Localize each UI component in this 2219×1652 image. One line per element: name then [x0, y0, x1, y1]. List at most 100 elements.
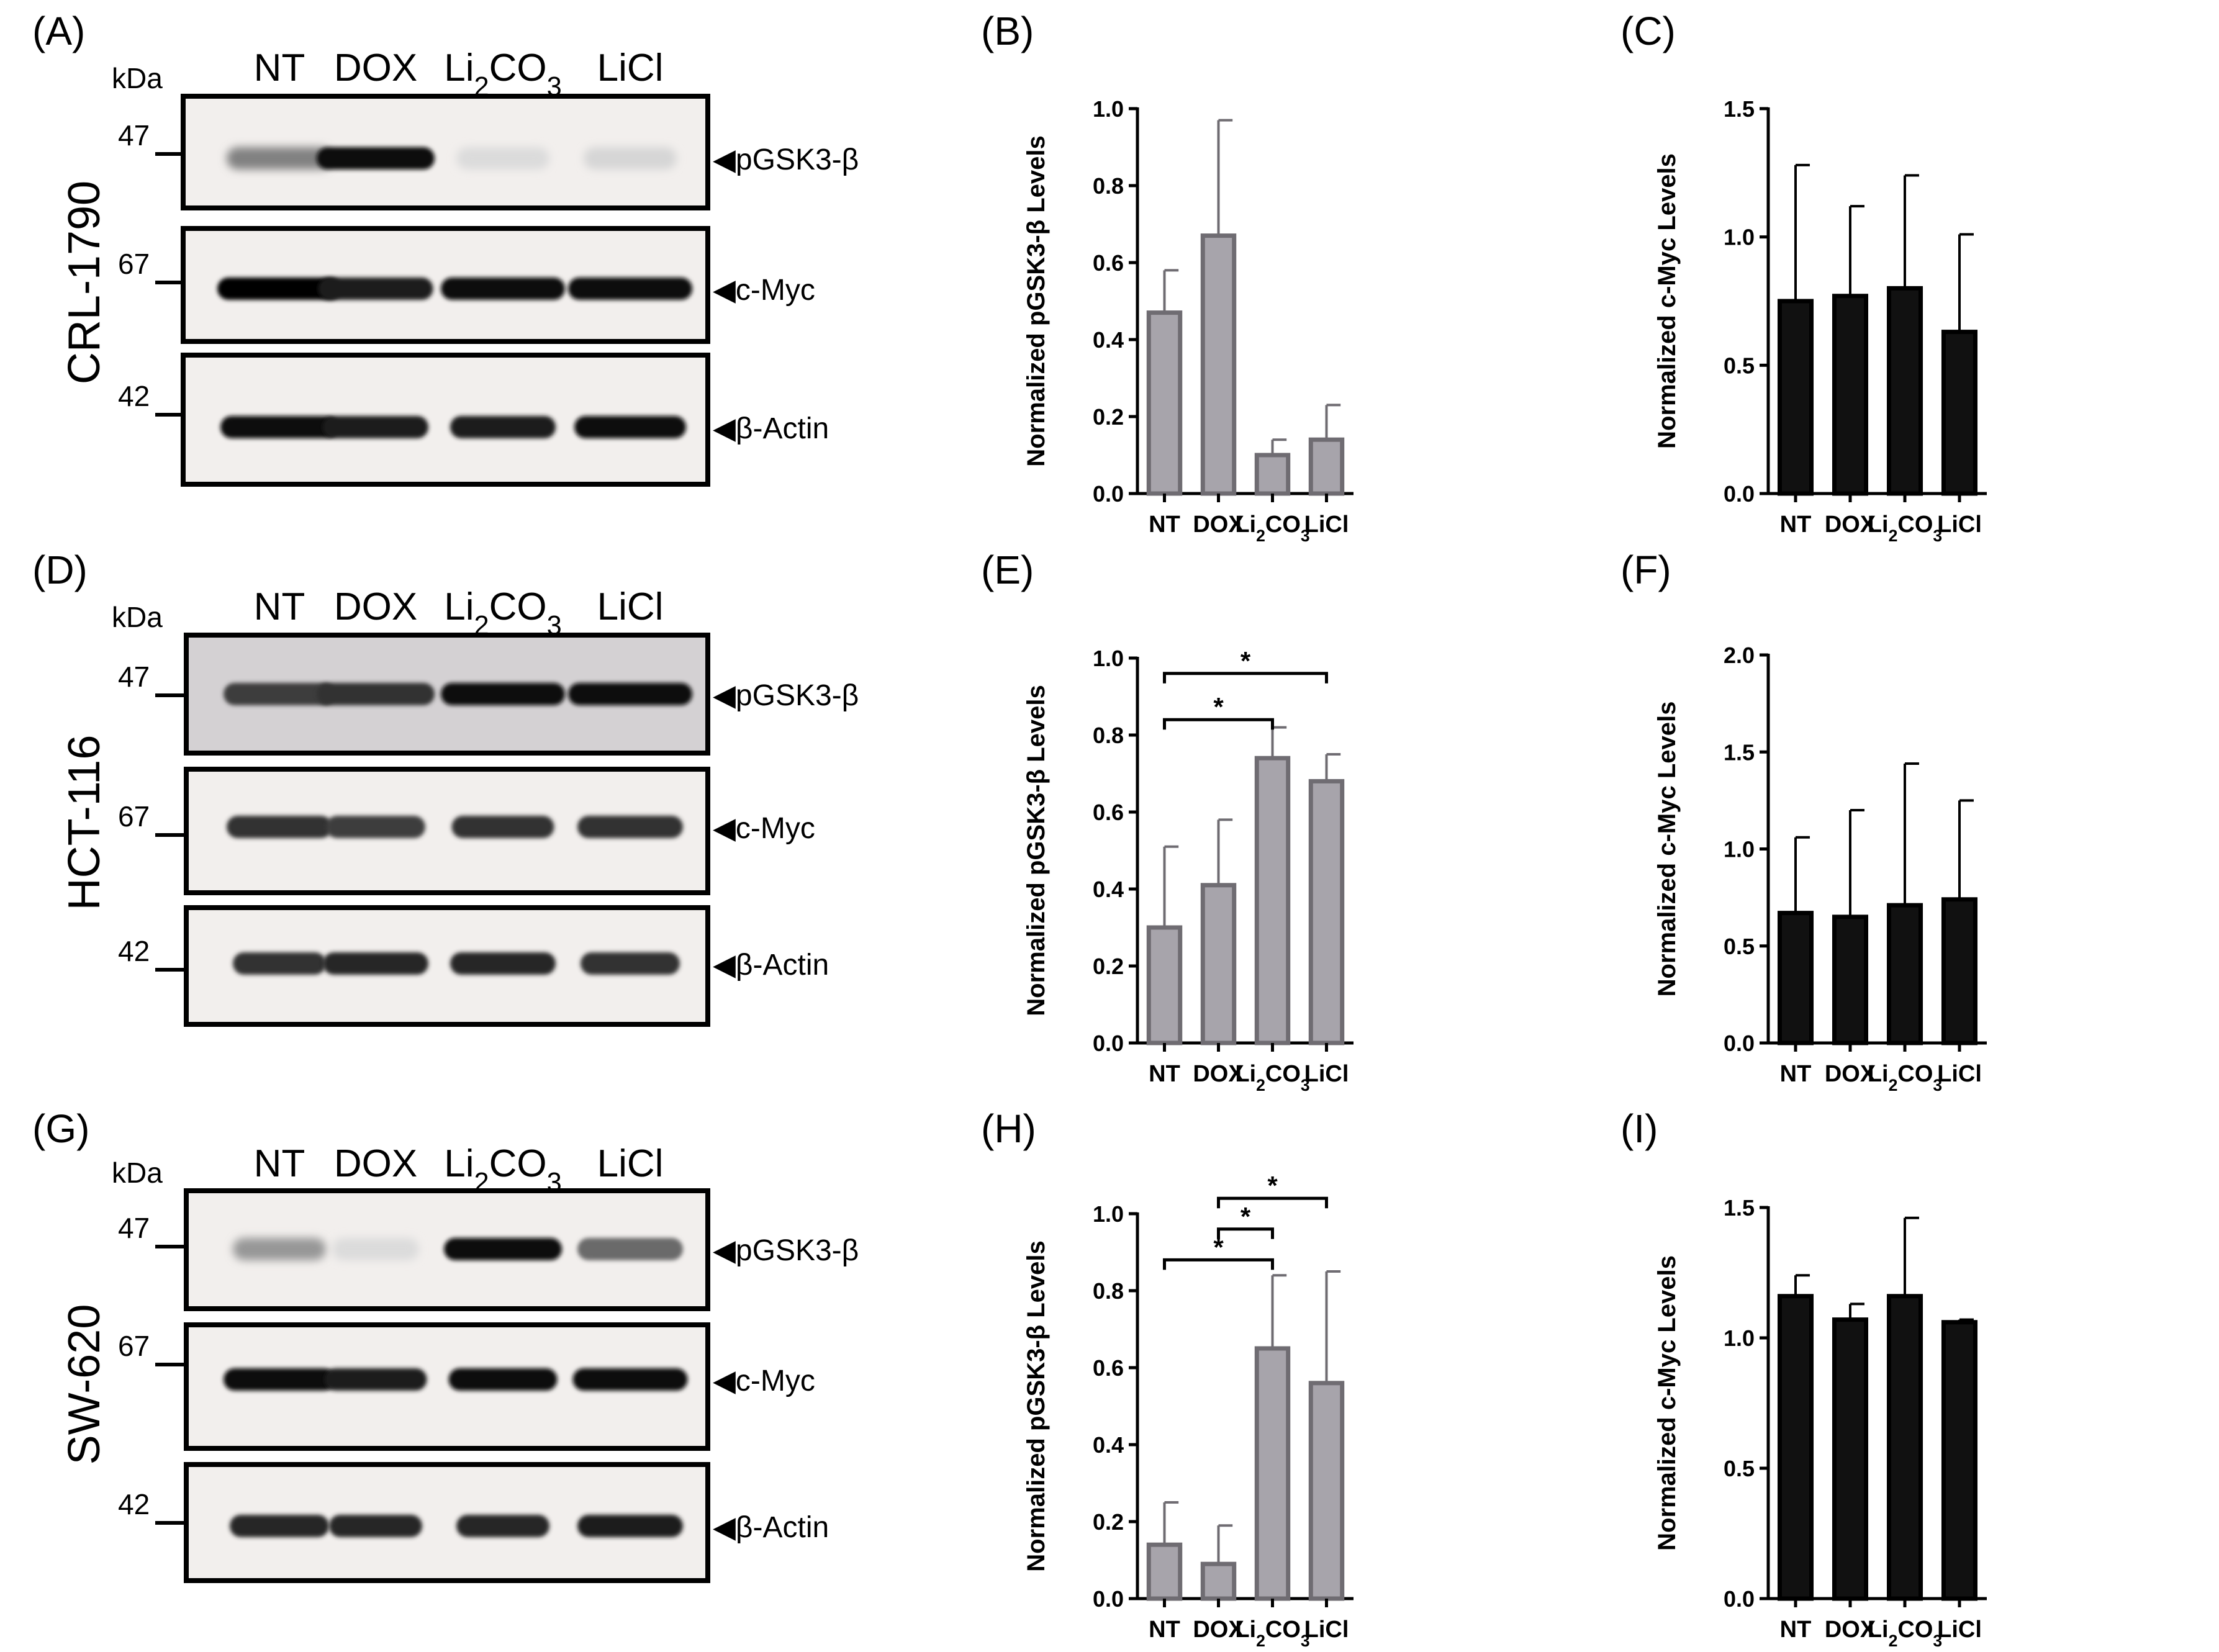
x-tick-label: Li2CO3 [1235, 512, 1309, 545]
y-tick-label: 1.5 [1724, 739, 1755, 765]
blot-band [448, 1368, 558, 1391]
y-tick-label: 0.8 [1093, 173, 1124, 199]
lane-label: Li2CO3 [444, 1142, 562, 1198]
y-tick-label: 0.8 [1093, 1278, 1124, 1304]
x-tick-label: DOX [1193, 512, 1244, 538]
panel-label: (G) [32, 1106, 89, 1151]
bar [1777, 911, 1814, 1045]
band-label: ◀β-Actin [713, 412, 829, 445]
x-tick-label: NT [1780, 1617, 1812, 1643]
chart-panel-b: (B) 0.0 0.2 0.4 0.6 0.8 1.0 Normalized pGSK3-β … [981, 9, 1354, 545]
x-tick-label: Li2CO3 [1868, 1617, 1942, 1650]
x-tick-label: Li2CO3 [1235, 1061, 1309, 1095]
y-tick-label: 2.0 [1724, 643, 1755, 668]
blot-band [581, 952, 680, 975]
blot-band [224, 1368, 335, 1391]
lane-label: NT [254, 585, 305, 628]
y-tick-label: 0.0 [1724, 481, 1755, 507]
x-tick-label: Li2CO3 [1235, 1617, 1309, 1650]
cell-line-label: SW-620 [60, 1304, 109, 1465]
band-label: ◀c-Myc [713, 274, 815, 307]
blot-band [317, 147, 435, 169]
y-tick-label: 1.0 [1724, 837, 1755, 862]
bar [1200, 1561, 1237, 1601]
bar [1200, 233, 1237, 496]
y-tick-label: 1.0 [1724, 1325, 1755, 1351]
x-tick-label: LiCl [1304, 512, 1349, 538]
blot-panel-sw-620: (G) kDa SW-620 NT DOX Li2CO3 LiCl 47 ◀pGSK3-β 67 ◀… [32, 1106, 859, 1583]
bar [1308, 779, 1345, 1045]
x-tick-label: LiCl [1937, 1061, 1982, 1087]
blot-band [450, 952, 556, 975]
western-blot-panels: (A) kDa CRL-1790 NT DOX Li2CO3 LiCl 47 ◀pGSK3-β 6… [32, 9, 859, 1583]
bar [1777, 299, 1814, 496]
blot-band [220, 416, 338, 438]
significance-bracket [1217, 1227, 1274, 1239]
kda-label: kDa [112, 1157, 163, 1189]
marker-label: 47 [118, 119, 150, 151]
significance-star: * [1267, 1171, 1278, 1200]
chart-panel-i: (I) 0.0 0.5 1.0 1.5 Normalized c-Myc Levels NT… [1620, 1106, 1987, 1650]
blot-band [224, 683, 335, 705]
bar [1308, 1381, 1345, 1601]
y-tick-label: 1.0 [1093, 1201, 1124, 1227]
kda-label: kDa [112, 601, 163, 633]
lane-label: NT [254, 47, 305, 89]
blot-band [451, 816, 554, 838]
x-tick-label: NT [1149, 1061, 1180, 1087]
blot-band [332, 1238, 419, 1260]
band-label: ◀β-Actin [713, 949, 829, 982]
lane-label: DOX [334, 47, 417, 89]
x-tick-label: DOX [1193, 1061, 1244, 1087]
significance-bracket [1163, 718, 1274, 730]
x-tick-label: NT [1149, 1617, 1180, 1643]
blot-band [577, 1238, 683, 1260]
chart-panel-c: (C) 0.0 0.5 1.0 1.5 Normalized c-Myc Levels NT… [1620, 9, 1987, 545]
significance-star: * [1213, 692, 1224, 721]
panel-label: (E) [981, 548, 1034, 592]
band-label: ◀β-Actin [713, 1511, 829, 1544]
x-tick-label: LiCl [1304, 1617, 1349, 1643]
y-tick-label: 0.4 [1093, 327, 1124, 353]
bar [1254, 453, 1291, 496]
lane-label: LiCl [597, 585, 664, 628]
blot-band [324, 1368, 427, 1391]
blot-band [572, 1368, 688, 1391]
significance-star: * [1241, 1202, 1251, 1231]
y-axis-label: Normalized pGSK3-β Levels [1023, 1240, 1050, 1571]
blot-band [568, 278, 692, 300]
chart-panel-f: (F) 0.0 0.5 1.0 1.5 2.0 Normalized c-Myc Level… [1620, 548, 1987, 1095]
y-tick-label: 0.5 [1724, 353, 1755, 378]
blot-band [329, 1515, 422, 1537]
panel-label: (B) [981, 9, 1034, 53]
y-tick-label: 0.2 [1093, 954, 1124, 979]
y-axis-label: Normalized c-Myc Levels [1653, 702, 1681, 997]
blot-band [323, 952, 428, 975]
blot-panel-crl-1790: (A) kDa CRL-1790 NT DOX Li2CO3 LiCl 47 ◀pGSK3-β 6… [32, 9, 859, 487]
band-label: ◀c-Myc [713, 812, 815, 845]
cell-line-label: HCT-116 [60, 735, 109, 911]
blot-band [230, 1515, 329, 1537]
x-tick-label: DOX [1193, 1617, 1244, 1643]
lane-label: Li2CO3 [444, 47, 562, 102]
bar [1886, 286, 1923, 496]
marker-label: 67 [118, 248, 150, 280]
bar [1832, 1317, 1869, 1601]
x-tick-label: NT [1149, 512, 1180, 538]
blot-band [456, 147, 549, 169]
blot-band [317, 683, 435, 705]
marker-label: 67 [118, 1330, 150, 1362]
x-tick-label: LiCl [1304, 1061, 1349, 1087]
y-tick-label: 0.0 [1724, 1031, 1755, 1056]
marker-label: 47 [118, 661, 150, 693]
cell-line-label: CRL-1790 [60, 181, 109, 384]
bar-chart-panels: (B) 0.0 0.2 0.4 0.6 0.8 1.0 Normalized pGSK3-β … [981, 9, 1987, 1650]
x-tick-label: DOX [1825, 1617, 1876, 1643]
significance-star: * [1213, 1232, 1224, 1262]
bar [1832, 914, 1869, 1045]
marker-label: 67 [118, 800, 150, 833]
y-tick-label: 0.2 [1093, 1509, 1124, 1535]
lane-label: Li2CO3 [444, 585, 562, 641]
bar [1941, 1320, 1978, 1601]
